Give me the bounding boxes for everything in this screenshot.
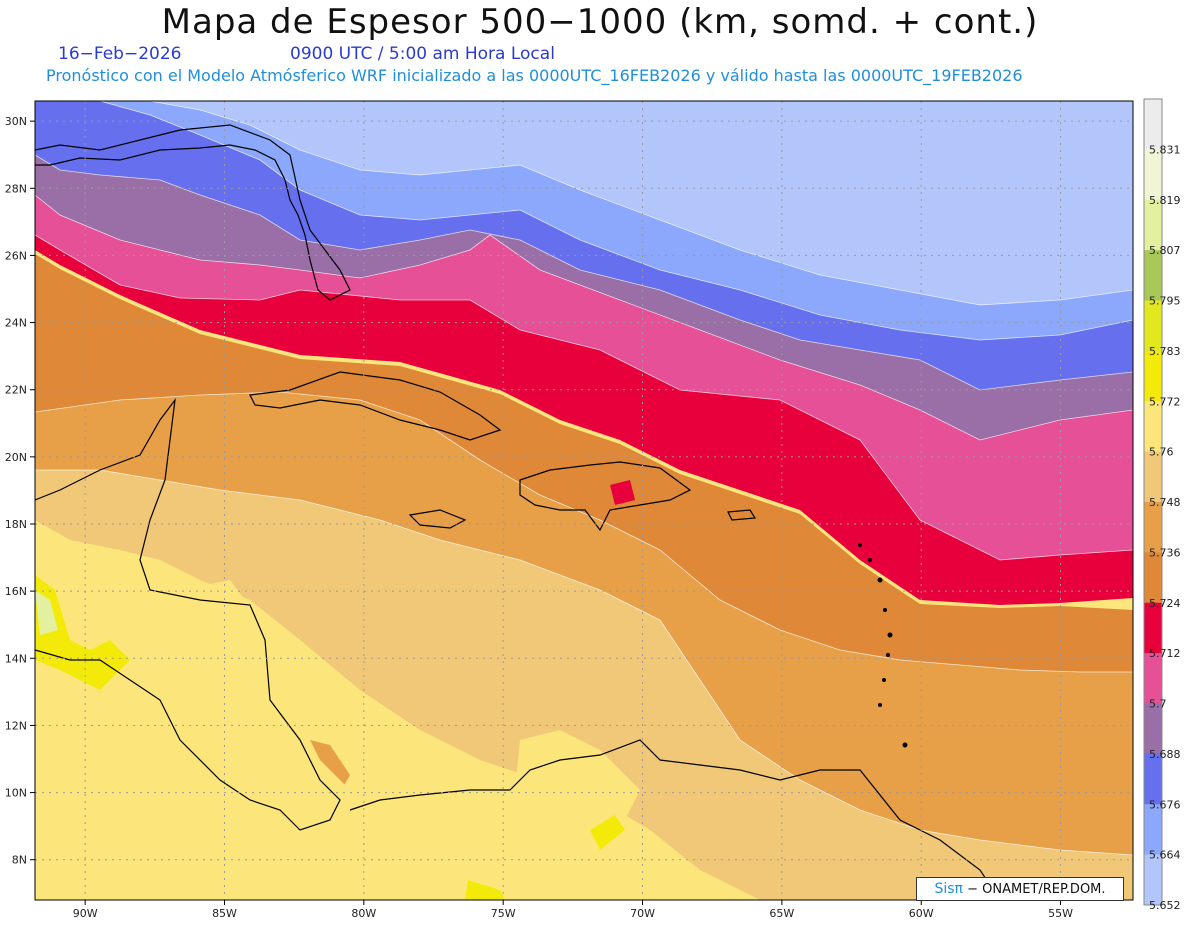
- colorbar-label: 5.795: [1149, 295, 1181, 308]
- lat-label: 30N: [5, 115, 27, 128]
- central-america-coast: [35, 397, 341, 831]
- lon-label: 70W: [630, 907, 655, 920]
- colorbar-label: 5.724: [1149, 597, 1181, 610]
- colorbar-segment: [1144, 854, 1162, 906]
- colorbar-label: 5.772: [1149, 395, 1181, 408]
- colorbar-label: 5.831: [1149, 143, 1181, 156]
- colorbar-segment: [1144, 602, 1162, 654]
- lat-label: 10N: [5, 787, 27, 800]
- colorbar-segment: [1144, 401, 1162, 453]
- colorbar-label: 5.807: [1149, 244, 1181, 257]
- colorbar-label: 5.7: [1149, 698, 1167, 711]
- forecast-time: 0900 UTC / 5:00 am Hora Local: [290, 44, 555, 64]
- colorbar-label: 5.688: [1149, 748, 1181, 761]
- colorbar-segment: [1144, 753, 1162, 805]
- graticule: [35, 101, 1133, 900]
- lat-label: 26N: [5, 249, 27, 262]
- colorbar-label: 5.676: [1149, 798, 1181, 811]
- latitude-axis: 30N 28N 26N 24N 22N 20N 18N 16N 14N 12N 10N 8N: [5, 115, 35, 867]
- map-title: Mapa de Espesor 500−1000 (km, somd. + co…: [161, 2, 1039, 42]
- colorbar-label: 5.712: [1149, 647, 1181, 660]
- lat-label: 18N: [5, 518, 27, 531]
- colorbar-segment: [1144, 502, 1162, 553]
- thickness-bands: [35, 101, 1133, 900]
- colorbar-label: 5.664: [1149, 849, 1181, 862]
- lat-label: 22N: [5, 384, 27, 397]
- map-frame: [34, 100, 1134, 901]
- lat-label: 20N: [5, 451, 27, 464]
- forecast-date: 16−Feb−2026: [58, 44, 182, 64]
- hispaniola: [519, 461, 692, 532]
- colorbar-frame: [1143, 98, 1163, 906]
- credit-brand: Sisπ: [934, 881, 963, 897]
- colorbar-segment: [1144, 99, 1162, 150]
- lon-label: 80W: [351, 907, 376, 920]
- colorbar-label: 5.736: [1149, 546, 1181, 559]
- coastlines: [35, 124, 1001, 900]
- lon-label: 55W: [1048, 907, 1073, 920]
- colorbar-segment: [1144, 149, 1162, 201]
- lesser-antilles: [858, 543, 908, 748]
- jamaica: [408, 509, 467, 529]
- lon-label: 60W: [909, 907, 934, 920]
- lat-label: 8N: [12, 854, 27, 867]
- lat-label: 16N: [5, 585, 27, 598]
- colorbar: 5.831 5.819 5.807 5.795 5.783 5.772 5.76 5.748 5…: [1143, 98, 1181, 912]
- lon-label: 75W: [491, 907, 516, 920]
- colorbar-segment: [1144, 350, 1162, 402]
- south-america-coast: [349, 739, 1001, 900]
- longitude-axis: 90W 85W 80W 75W 70W 65W 60W 55W: [73, 900, 1073, 920]
- colorbar-segment: [1144, 300, 1162, 352]
- lat-label: 14N: [5, 652, 27, 665]
- colorbar-label: 5.819: [1149, 194, 1181, 207]
- colorbar-segment: [1144, 653, 1162, 704]
- lon-label: 90W: [73, 907, 98, 920]
- model-info: Pronóstico con el Modelo Atmósferico WRF…: [46, 66, 1023, 85]
- colorbar-segment: [1144, 703, 1162, 755]
- lon-label: 65W: [769, 907, 794, 920]
- colorbar-segment: [1144, 250, 1162, 301]
- colorbar-segment: [1144, 451, 1162, 503]
- credit-text: − ONAMET/REP.DOM.: [967, 882, 1106, 897]
- colorbar-segment: [1144, 199, 1162, 251]
- cuba: [249, 371, 502, 441]
- colorbar-segment: [1144, 552, 1162, 604]
- colorbar-label: 5.76: [1149, 446, 1174, 459]
- lat-label: 28N: [5, 182, 27, 195]
- colorbar-label: 5.748: [1149, 496, 1181, 509]
- puerto-rico: [727, 509, 757, 521]
- gulf-coast-florida: [35, 124, 351, 301]
- thickness-contours: [35, 101, 1133, 856]
- colorbar-label: 5.783: [1149, 345, 1181, 358]
- colorbar-segment: [1144, 804, 1162, 856]
- credit-box: Sisπ − ONAMET/REP.DOM.: [916, 877, 1124, 901]
- colorbar-label: 5.652: [1149, 899, 1181, 912]
- lon-label: 85W: [212, 907, 237, 920]
- lat-label: 24N: [5, 317, 27, 330]
- lat-label: 12N: [5, 719, 27, 732]
